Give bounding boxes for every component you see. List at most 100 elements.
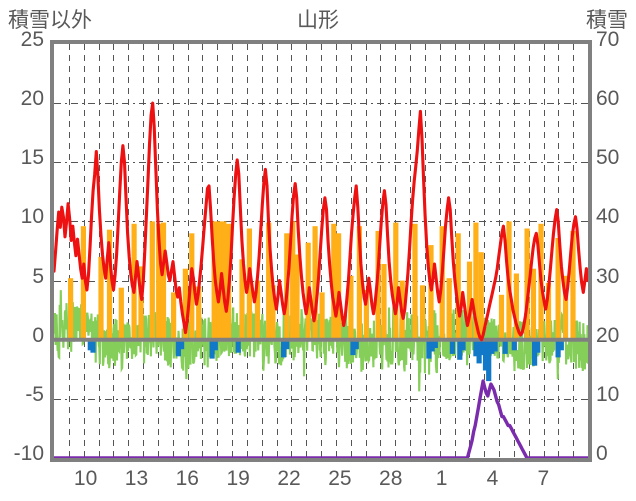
sunshine-bar [80,226,86,340]
precipitation-bar [457,339,463,360]
sunshine-bar [498,294,505,340]
precipitation-bar [482,339,489,371]
x-axis: 10 13 16 19 22 25 28 1 4 7 [0,466,636,501]
x-tick-label: 16 [175,467,199,490]
x-tick-label: 13 [124,467,149,490]
plot-area [50,40,592,462]
sunshine-bar [513,273,519,340]
y-tick-label-right: 60 [596,87,620,111]
plot-inner [54,44,588,458]
precipitation-bar [502,339,508,354]
precipitation-bar [479,339,485,356]
sunshine-bar [270,285,276,340]
y-tick-label-right: 40 [596,205,620,229]
sunshine-bar [312,226,318,340]
sunshine-bar [160,222,167,340]
sunshine-bar [381,264,387,340]
y-tick-label-left: -10 [13,442,44,465]
precipitation-bar [511,339,517,351]
sunshine-bar [68,278,74,340]
precipitation-bar [460,339,466,351]
x-tick-label: 25 [328,467,352,490]
sunshine-bar [530,268,537,340]
x-tick-label: 22 [277,467,301,490]
y-axis-right: 70 60 50 40 30 20 10 0 [596,0,636,501]
sunshine-bar [555,238,561,340]
precipitation-bar [489,339,495,354]
chart-canvas [54,44,588,458]
x-tick-label: 4 [486,467,499,490]
sunshine-bar [466,261,473,340]
series-precipitation [87,339,564,382]
sunshine-bar [524,228,530,340]
y-tick-label-right: 10 [596,382,620,406]
sunshine-bar [216,221,222,340]
x-tick-label: 1 [435,467,448,490]
precipitation-bar [209,339,215,359]
y-tick-label-right: 30 [596,264,620,288]
sunshine-bar [182,268,188,340]
sunshine-bar [419,285,426,340]
sunshine-bar [294,254,300,340]
sunshine-bar [563,275,569,340]
precipitation-bar [492,339,498,352]
sunshine-bar [331,223,337,340]
sunshine-bar [189,233,195,340]
y-tick-label-right: 20 [596,323,620,347]
sunshine-bar [98,256,104,340]
sunshine-bar [356,226,362,340]
precipitation-bar [90,339,96,353]
y-axis-left: 25 20 15 10 5 0 -5 -10 [0,0,44,501]
x-tick-label: 19 [226,467,250,490]
y-tick-label-left: 5 [32,264,44,288]
y-tick-label-right: 70 [596,28,620,51]
precipitation-bar [284,339,290,350]
precipitation-bar [476,339,482,364]
sunshine-bar [138,266,144,340]
right-axis-title: 積雪 [586,9,628,32]
y-tick-label-right: 50 [596,146,620,170]
precipitation-bar [432,339,438,348]
precipitation-bar [532,339,538,366]
sunshine-bar [118,287,124,340]
precipitation-bar [235,339,241,353]
temperature-line [54,101,588,342]
precipitation-bar [449,339,455,354]
precipitation-bar [350,339,356,356]
sunshine-bar [363,290,369,340]
precipitation-bar [555,339,561,358]
precipitation-bar [535,339,541,353]
sunshine-bar [319,292,325,340]
precipitation-bar [281,339,287,358]
sunshine-bar [196,286,202,340]
y-tick-label-left: 15 [20,146,44,170]
precipitation-bar [429,339,435,352]
precipitation-bar [473,339,479,357]
sunshine-bar [171,292,177,340]
snow-depth-line [54,379,588,458]
y-tick-label-left: 20 [20,87,44,111]
sunshine-bar [478,252,484,340]
x-tick-label: 10 [73,467,98,490]
sunshine-bar [393,222,399,340]
sunshine-bar [336,233,342,340]
chart-title: 山形 [297,9,339,32]
precipitation-bar [87,339,93,351]
sunshine-bar [156,223,162,340]
y-tick-label-left: 10 [20,205,44,229]
precipitation-bar [212,339,218,351]
x-tick-label: 28 [379,467,403,490]
y-tick-label-left: 25 [20,28,44,51]
sunshine-bar [106,229,113,340]
precipitation-bar [353,339,359,350]
sunshine-bar [473,222,479,340]
y-tick-label-left: 0 [32,323,44,347]
gridlines [54,44,588,458]
sunshine-bar [239,259,245,340]
sunshine-bar [254,280,261,340]
sunshine-bar [348,275,354,340]
precipitation-bar [426,339,432,359]
sunshine-bar [545,282,552,340]
sunshine-bar [428,245,434,340]
